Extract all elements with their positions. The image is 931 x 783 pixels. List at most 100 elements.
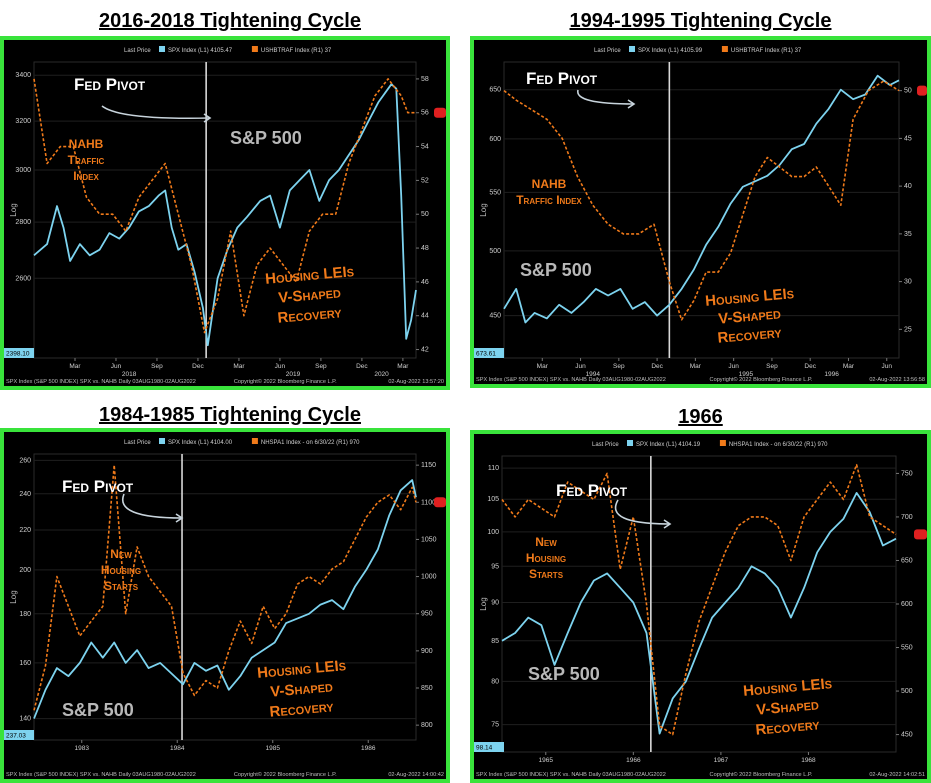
legend-entry: SPX Index (L1) 4105.47 [168,48,233,54]
legend-swatch [251,46,258,52]
left-tick-label: 160 [19,660,31,667]
right-tick-label: 750 [901,470,913,477]
chart-svg: Last Price SPX Index (L1) 4105.99 USHBTRAF… [474,46,927,383]
legend-swatch [721,46,728,52]
legend-header: Last Price [124,440,151,446]
right-tick-label: 950 [421,611,433,618]
housing-indicator-label: Starts [104,579,139,593]
right-tick-label: 500 [901,688,913,695]
x-year-label: 2020 [374,371,389,378]
right-tick-label: 1100 [421,499,436,506]
x-year-label: 1994 [586,371,601,378]
housing-indicator-label: New [535,535,557,549]
x-year-label: 1995 [739,371,754,378]
x-month-label: Mar [690,363,702,370]
recovery-label: Recovery [269,698,335,721]
chart-panel-1994-1995: Last Price SPX Index (L1) 4105.99 USHBTRAF… [470,36,931,388]
right-tick-label: 45 [904,135,912,142]
chart-panel-2016-2018: Last Price SPX Index (L1) 4105.47 USHBTRAF… [0,36,450,390]
chart-title: 1994-1995 Tightening Cycle [569,10,832,32]
housing-line [33,464,417,711]
right-tick-label: 700 [901,514,913,521]
right-tick-label: 550 [901,645,913,652]
footer-copyright: Copyright© 2022 Bloomberg Finance L.P. [710,376,813,383]
right-tick-label: 1150 [421,462,436,469]
left-tick-label: 100 [487,529,499,536]
x-year-label: 1984 [170,745,185,752]
last-value-label: 98.14 [476,745,493,752]
left-tick-label: 600 [489,136,501,143]
left-tick-label: 240 [19,491,31,498]
y-axis-label: Log [479,597,488,610]
housing-indicator-label: Traffic [68,153,105,167]
x-month-label: Dec [192,363,204,370]
left-tick-label: 500 [489,248,501,255]
x-year-label: 1968 [801,757,816,764]
pivot-arrowhead [627,99,636,109]
fed-pivot-label: Fed Pivot [526,69,598,88]
footer-copyright: Copyright© 2022 Bloomberg Finance L.P. [710,771,813,778]
legend-entry: USHBTRAF Index (R1) 37 [261,48,332,54]
left-tick-label: 90 [491,600,499,607]
pivot-arrow [577,89,635,105]
sp500-label: S&P 500 [520,260,592,280]
recovery-label: Recovery [717,324,783,347]
last-value-label: 237.03 [6,733,26,740]
housing-line [33,78,416,334]
legend-header: Last Price [592,442,619,448]
footer-source: SPX Index (S&P 500 INDEX) SPX vs. NAHB D… [476,377,666,383]
chart-svg: Last Price SPX Index (L1) 4104.19 NHSPA1 I… [474,440,927,778]
legend: Last Price SPX Index (L1) 4104.00 NHSPA1 I… [124,438,360,446]
sp500-label: S&P 500 [230,128,302,148]
recovery-label: V-Shaped [756,696,820,718]
chart-svg: Last Price SPX Index (L1) 4105.47 USHBTRAF… [4,46,446,385]
left-tick-label: 180 [19,611,31,618]
left-tick-label: 3000 [15,167,31,174]
legend: Last Price SPX Index (L1) 4105.99 USHBTRAF… [594,46,802,54]
footer-copyright: Copyright© 2022 Bloomberg Finance L.P. [234,771,337,778]
panel-title: 1984-1985 Tightening Cycle [0,404,460,427]
pivot-arrowhead [203,113,212,123]
chart-title: 1966 [678,406,723,428]
housing-indicator-label: NAHB [69,137,104,151]
right-tick-label: 1000 [421,574,437,581]
x-year-label: 1965 [539,757,554,764]
left-tick-label: 3400 [15,72,31,79]
footer-source: SPX Index (S&P 500 INDEX) SPX vs. NAHB D… [6,772,196,778]
chart-panel-1966: Last Price SPX Index (L1) 4104.19 NHSPA1 I… [470,430,931,783]
left-tick-label: 2600 [15,275,31,282]
recovery-label: Recovery [755,716,821,739]
plot-area [501,455,897,753]
left-tick-label: 105 [487,496,499,503]
sp500-line [501,492,897,735]
right-tick-label: 1050 [421,536,437,543]
pivot-arrowhead [663,519,672,529]
right-tick-label: 54 [421,144,429,151]
plot-area [33,453,417,741]
right-tick-label: 46 [421,279,429,286]
x-year-label: 2019 [286,371,301,378]
x-year-label: 1966 [626,757,641,764]
left-tick-label: 650 [489,87,501,94]
left-tick-label: 200 [19,567,31,574]
x-month-label: Mar [69,363,81,370]
pivot-arrowhead [175,513,184,523]
sp500-line [503,74,900,324]
legend-entry: SPX Index (L1) 4104.00 [168,440,233,446]
x-month-label: Jun [275,363,286,370]
left-tick-label: 110 [488,465,499,472]
housing-indicator-label: New [110,547,132,561]
last-value-label: 2398.10 [6,351,30,358]
x-year-label: 1986 [361,745,376,752]
recovery-label: Recovery [277,304,343,327]
pivot-arrow [614,499,671,525]
last-value-tag [474,742,504,752]
footer-timestamp: 02-Aug-2022 13:57:20 [388,379,444,385]
housing-line [503,80,900,321]
right-value-tag [914,529,927,540]
legend-entry: USHBTRAF Index (R1) 37 [731,48,802,54]
left-tick-label: 550 [489,189,501,196]
right-tick-label: 40 [904,183,912,190]
left-tick-label: 2800 [15,219,31,226]
footer-copyright: Copyright© 2022 Bloomberg Finance L.P. [234,378,337,385]
